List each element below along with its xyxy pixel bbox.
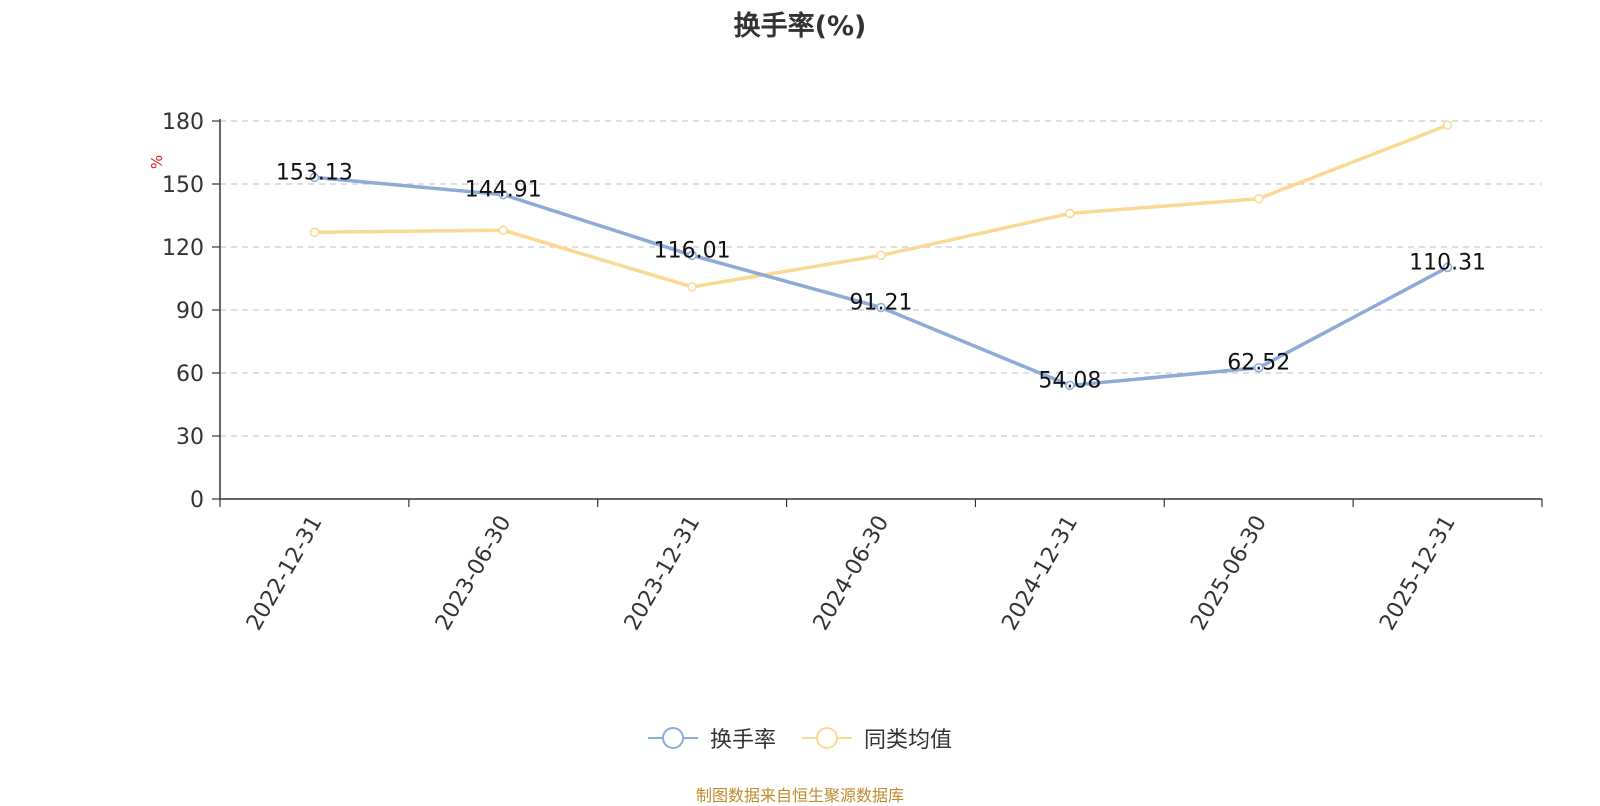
data-label: 91.21 (850, 290, 913, 315)
legend-label-turnover: 换手率 (709, 728, 776, 753)
y-tick-label: 30 (176, 425, 204, 450)
y-tick-label: 150 (162, 173, 204, 198)
data-point-peer-average (498, 225, 509, 235)
legend-peer-average-line-icon (802, 727, 852, 749)
data-label: 110.31 (1409, 250, 1486, 275)
chart-title: 换手率(%) (733, 11, 867, 42)
data-label: 62.52 (1227, 351, 1290, 376)
legend-turnover-line-icon (647, 727, 698, 749)
x-tick-label: 2023-06-30 (431, 512, 517, 635)
data-point-peer-average (876, 250, 886, 261)
legend-item-peer-average[interactable]: 同类均值 (802, 722, 952, 754)
x-tick-label: 2024-06-30 (809, 512, 895, 635)
source-footer: 制图数据来自恒生聚源数据库 (695, 786, 904, 805)
y-tick-label: 0 (190, 488, 204, 513)
data-point-turnover (309, 172, 320, 183)
y-tick-label: 120 (162, 236, 204, 261)
data-label: 116.01 (654, 238, 731, 263)
data-point-peer-average (309, 227, 320, 238)
data-point-turnover (1253, 362, 1264, 373)
y-axis-label: % (148, 155, 166, 169)
y-tick-label: 180 (162, 110, 204, 135)
x-tick-label: 2025-06-30 (1186, 512, 1272, 635)
data-label: 54.08 (1038, 368, 1101, 393)
legend-label-peer-average: 同类均值 (864, 728, 953, 753)
y-tick-label: 90 (176, 299, 204, 324)
y-tick-label: 60 (176, 362, 204, 387)
data-point-peer-average (1253, 193, 1264, 204)
data-label: 153.13 (276, 160, 353, 185)
data-point-turnover (687, 250, 697, 261)
data-point-peer-average (687, 282, 697, 292)
x-tick-label: 2025-12-31 (1375, 512, 1461, 635)
data-point-peer-average (1442, 120, 1453, 130)
data-point-turnover (876, 302, 886, 313)
legend: 换手率 同类均值 (0, 722, 1600, 754)
data-point-turnover (1065, 380, 1075, 391)
data-point-turnover (1442, 262, 1453, 273)
x-tick-label: 2022-12-31 (242, 512, 328, 635)
data-point-peer-average (1065, 208, 1075, 219)
data-point-turnover (498, 189, 509, 200)
legend-item-turnover[interactable]: 换手率 (647, 722, 776, 754)
x-tick-label: 2024-12-31 (997, 512, 1083, 635)
x-tick-label: 2023-12-31 (620, 512, 706, 635)
data-label: 144.91 (465, 178, 542, 203)
series-line-peer-average (314, 123, 1449, 289)
